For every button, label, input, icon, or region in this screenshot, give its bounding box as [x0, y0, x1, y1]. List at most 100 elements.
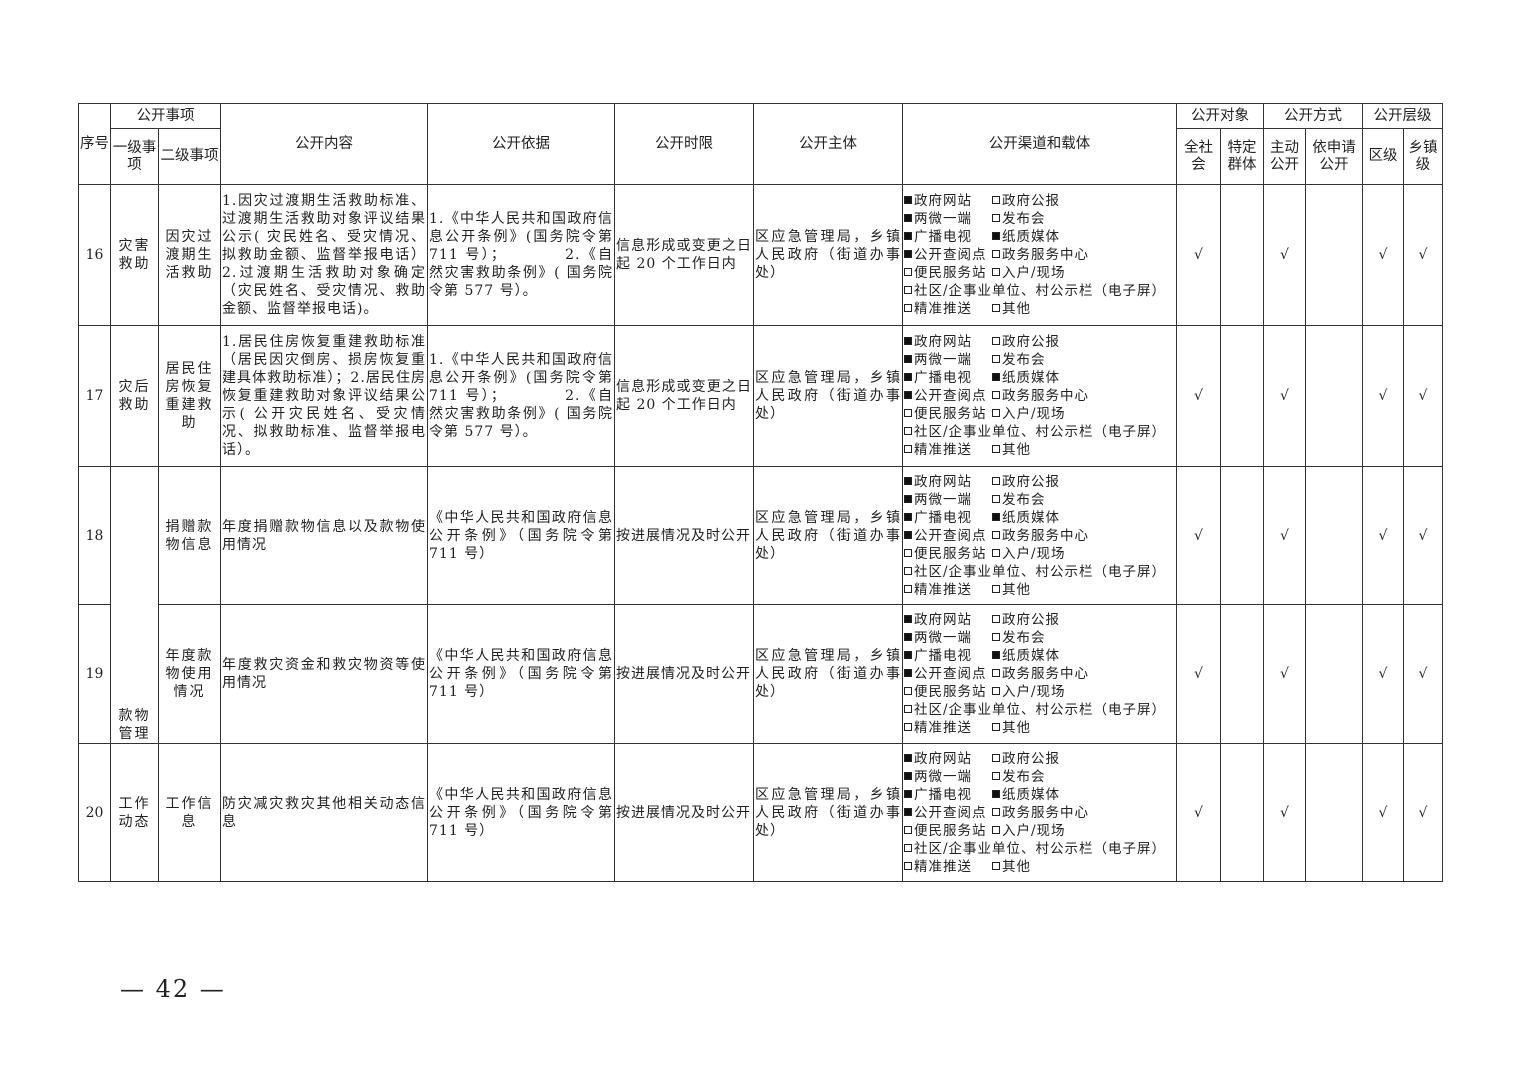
channel-label: 发布会 — [1002, 352, 1046, 368]
checked-box-icon — [904, 337, 912, 345]
check-cell-all: √ — [1176, 466, 1221, 605]
unchecked-box-icon — [904, 286, 912, 294]
checked-box-icon — [904, 771, 912, 780]
channel-line: 广播电视 纸质媒体 — [904, 786, 1175, 804]
channel-label: 入户/现场 — [1002, 684, 1066, 700]
channel-line: 便民服务站 入户/现场 — [904, 545, 1175, 563]
channel-label: 政务服务中心 — [1002, 247, 1089, 263]
subject-cell: 区应急管理局，乡镇人民政府（街道办事处） — [753, 604, 903, 744]
unchecked-box-icon — [992, 391, 1000, 399]
level2-cell: 捐赠款物信息 — [158, 466, 221, 605]
header-deadline: 公开时限 — [614, 103, 754, 185]
channel-option: 其他 — [992, 719, 1080, 737]
channel-option: 政府网站 — [904, 750, 992, 768]
check-cell-town: √ — [1403, 604, 1443, 744]
header-method-request: 依申请公开 — [1305, 128, 1363, 185]
channel-label: 公开查阅点 — [914, 666, 987, 682]
unchecked-box-icon — [904, 705, 912, 713]
unchecked-box-icon — [992, 445, 1000, 453]
channel-option: 精准推送 — [904, 719, 992, 737]
unchecked-box-icon — [992, 196, 1000, 204]
unchecked-box-icon — [904, 427, 912, 435]
channel-line: 政府网站 政府公报 — [904, 473, 1175, 491]
channel-option: 精准推送 — [904, 581, 992, 599]
channel-label: 纸质媒体 — [1002, 648, 1060, 664]
checked-box-icon — [904, 476, 912, 485]
basis-cell: 1.《中华人民共和国政府信息公开条例》(国务院令第711 号）； 2.《自然灾害… — [427, 184, 615, 326]
channel-line: 公开查阅点 政务服务中心 — [904, 804, 1175, 822]
check-cell-town: √ — [1403, 325, 1443, 467]
content-cell: 防灾减灾救灾其他相关动态信息 — [220, 743, 428, 882]
unchecked-box-icon — [992, 304, 1000, 312]
deadline-cell: 按进展情况及时公开 — [614, 743, 754, 882]
header-target: 公开对象 — [1176, 103, 1264, 129]
channel-option: 纸质媒体 — [992, 509, 1080, 527]
unchecked-box-icon — [992, 825, 1000, 834]
table-row: 17 灾后救助 居民住房恢复重建救助 1.居民住房恢复重建救助标准（居民因灾倒房、损房… — [78, 325, 1443, 467]
channel-line: 广播电视 纸质媒体 — [904, 509, 1175, 527]
unchecked-box-icon — [904, 566, 912, 575]
channel-label: 两微一端 — [914, 352, 972, 368]
channel-option: 纸质媒体 — [992, 786, 1080, 804]
channel-option: 入户/现场 — [992, 405, 1080, 423]
table-row: 19 年度款物使用情况 年度救灾资金和救灾物资等使用情况 《中华人民共和国政府信息公开… — [78, 604, 1443, 744]
channel-label: 其他 — [1002, 442, 1031, 458]
channel-label: 其他 — [1002, 301, 1031, 317]
checked-box-icon — [992, 789, 1000, 798]
unchecked-box-icon — [992, 633, 1000, 641]
header-target-specific: 特定群体 — [1220, 128, 1264, 185]
subject-cell: 区应急管理局，乡镇人民政府（街道办事处） — [753, 325, 903, 467]
channel-label: 其他 — [1002, 720, 1031, 736]
channel-option: 发布会 — [992, 351, 1080, 369]
check-cell-active: √ — [1263, 466, 1306, 605]
level1-cell: 灾害救助 — [110, 184, 159, 326]
unchecked-box-icon — [904, 304, 912, 312]
channel-option: 便民服务站 — [904, 405, 992, 423]
channel-label: 发布会 — [1002, 768, 1046, 785]
channel-option: 广播电视 — [904, 647, 992, 665]
channel-label: 广播电视 — [914, 786, 972, 803]
level2-cell: 因灾过渡期生活救助 — [158, 184, 221, 326]
level2-cell: 年度款物使用情况 — [158, 604, 221, 744]
level2-cell: 工作信息 — [158, 743, 221, 882]
basis-cell: 《中华人民共和国政府信息公开条例》（国务院令第 711 号） — [427, 743, 615, 882]
checked-box-icon — [904, 196, 912, 204]
channel-line: 便民服务站 入户/现场 — [904, 822, 1175, 840]
channel-option: 精准推送 — [904, 441, 992, 459]
unchecked-box-icon — [992, 494, 1000, 503]
channel-line: 两微一端 发布会 — [904, 629, 1175, 647]
channel-label: 发布会 — [1002, 211, 1046, 227]
seq-cell: 20 — [78, 743, 111, 882]
channel-line: 社区/企事业单位、村公示栏（电子屏） — [904, 840, 1175, 858]
seq-cell: 18 — [78, 466, 111, 605]
checked-box-icon — [992, 232, 1000, 240]
check-cell-specific — [1220, 743, 1264, 882]
checked-box-icon — [904, 807, 912, 816]
header-method-active: 主动公开 — [1263, 128, 1306, 185]
channel-label: 政府公报 — [1002, 334, 1060, 350]
channel-option: 社区/企事业单位、村公示栏（电子屏） — [904, 282, 1166, 300]
channel-option: 两微一端 — [904, 351, 992, 369]
channel-option: 纸质媒体 — [992, 647, 1080, 665]
channel-label: 发布会 — [1002, 491, 1046, 508]
header-target-all: 全社会 — [1176, 128, 1221, 185]
channel-label: 广播电视 — [914, 509, 972, 526]
unchecked-box-icon — [992, 268, 1000, 276]
header-method: 公开方式 — [1263, 103, 1363, 129]
channel-option: 发布会 — [992, 768, 1080, 786]
channel-line: 社区/企事业单位、村公示栏（电子屏） — [904, 423, 1175, 441]
channel-label: 公开查阅点 — [914, 247, 987, 263]
channel-line: 公开查阅点 政务服务中心 — [904, 246, 1175, 264]
channel-option: 广播电视 — [904, 228, 992, 246]
channel-label: 便民服务站 — [914, 265, 987, 281]
channel-line: 社区/企事业单位、村公示栏（电子屏） — [904, 701, 1175, 719]
unchecked-box-icon — [992, 723, 1000, 731]
channel-option: 入户/现场 — [992, 683, 1080, 701]
channel-option: 便民服务站 — [904, 822, 992, 840]
checked-box-icon — [904, 615, 912, 623]
header-level-town: 乡镇级 — [1403, 128, 1443, 185]
channel-line: 政府网站 政府公报 — [904, 192, 1175, 210]
channel-line: 便民服务站 入户/现场 — [904, 683, 1175, 701]
channel-option: 广播电视 — [904, 786, 992, 804]
channel-label: 精准推送 — [914, 581, 972, 598]
